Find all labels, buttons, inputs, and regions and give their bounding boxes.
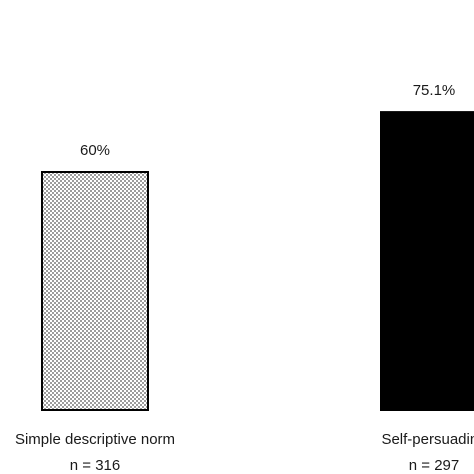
sample-size-label-2: n = 297 [409, 457, 459, 474]
category-label-1: Simple descriptive norm [15, 431, 175, 448]
bars-layer [41, 111, 474, 411]
bar-2 [380, 111, 474, 411]
labels-layer: 60% Simple descriptive norm n = 316 75.1% Se… [15, 82, 474, 474]
data-label-1: 60% [80, 142, 110, 159]
category-label-2: Self-persuading [381, 431, 474, 448]
sample-size-label-1: n = 316 [70, 457, 120, 474]
data-label-2: 75.1% [413, 82, 456, 99]
bar-1 [41, 171, 149, 411]
